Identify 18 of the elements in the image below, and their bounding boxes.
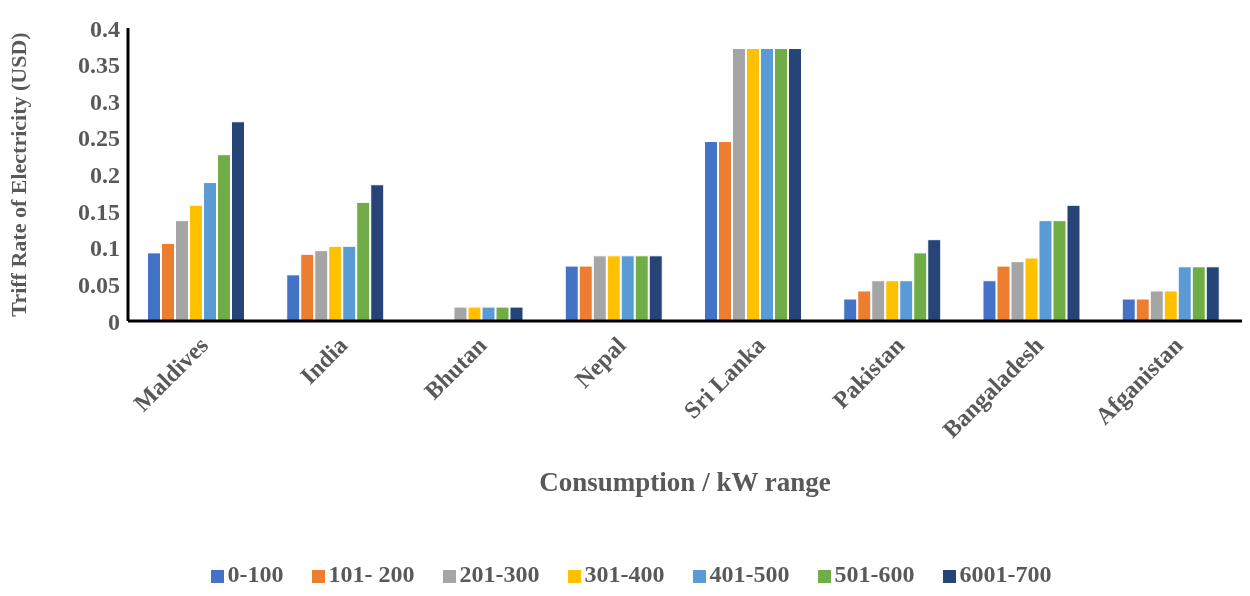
legend-label: 101- 200 <box>328 561 415 587</box>
y-axis-title: Triff Rate of Electricity (USD) <box>5 32 31 317</box>
y-tick-label: 0.1 <box>90 235 120 262</box>
y-tick-label: 0.15 <box>78 198 120 225</box>
y-tick-label: 0.3 <box>90 88 120 115</box>
y-tick-label: 0 <box>108 308 120 335</box>
legend-label: 6001-700 <box>959 561 1052 587</box>
x-axis-title: Consumption / kW range <box>539 467 831 497</box>
y-tick-label: 0.05 <box>78 271 120 298</box>
y-tick-label: 0.25 <box>78 125 120 152</box>
legend-label: 401-500 <box>709 561 790 587</box>
y-tick-label: 0.4 <box>90 15 120 42</box>
legend-label: 301-400 <box>584 561 665 587</box>
legend-label: 0-100 <box>227 561 284 587</box>
legend-label: 501-600 <box>834 561 915 587</box>
y-tick-label: 0.2 <box>90 162 120 189</box>
y-tick-label: 0.35 <box>78 52 120 79</box>
legend-label: 201-300 <box>459 561 540 587</box>
